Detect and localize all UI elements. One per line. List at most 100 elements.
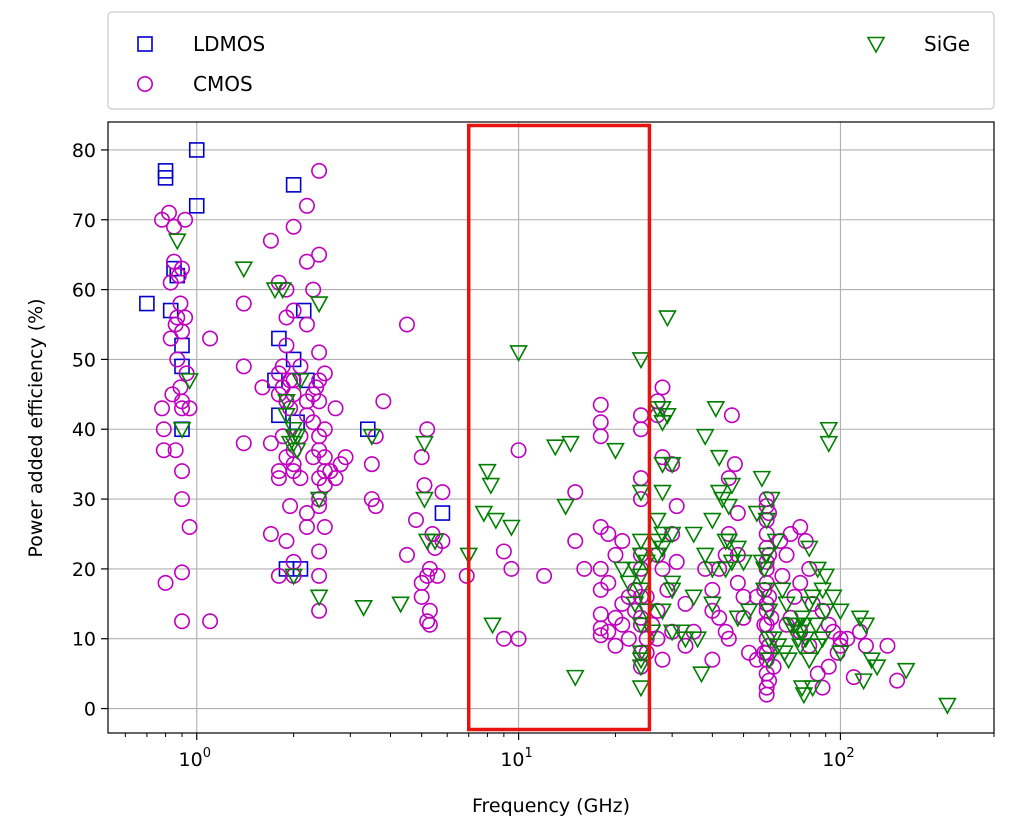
cmos-point <box>172 295 189 312</box>
cmos-point <box>416 477 433 494</box>
ldmos-point <box>139 295 155 312</box>
cmos-point <box>879 637 896 654</box>
cmos-point <box>174 491 191 508</box>
sige-point <box>545 439 565 457</box>
cmos-point <box>592 414 609 431</box>
grid <box>108 122 994 733</box>
cmos-point <box>600 623 617 640</box>
cmos-point <box>174 564 191 581</box>
cmos-point <box>166 218 183 235</box>
sige-point <box>653 603 672 621</box>
sige-point <box>509 345 528 363</box>
cmos-point <box>274 358 291 375</box>
sige-point <box>739 603 759 621</box>
cmos-point <box>262 525 279 542</box>
sige-point <box>716 561 736 579</box>
sige-point <box>938 697 957 715</box>
sige-point <box>684 526 704 544</box>
cmos-point <box>167 442 184 459</box>
legend-entries: LDMOS CMOS SiGe <box>137 32 970 96</box>
y-axis-title: Power added efficiency (%) <box>25 298 47 557</box>
sige-point <box>612 561 632 579</box>
cmos-point <box>327 400 344 417</box>
cmos-point <box>620 630 637 647</box>
cmos-point <box>567 532 584 549</box>
sige-point <box>653 540 672 558</box>
sige-point <box>631 352 651 370</box>
sige-point <box>813 631 832 649</box>
sige-point <box>658 407 677 425</box>
cmos-point <box>398 316 415 333</box>
legend-entry-ldmos: LDMOS <box>137 32 265 56</box>
cmos-point <box>154 400 171 417</box>
sige-point <box>761 491 781 509</box>
cmos-point <box>607 546 624 563</box>
sige-point <box>309 296 329 314</box>
cmos-point <box>262 232 279 249</box>
sige-point <box>794 617 814 635</box>
sige-point <box>722 554 742 572</box>
cmos-point <box>421 616 438 633</box>
sige-point <box>803 589 823 607</box>
x-tick-label: 102 <box>822 746 854 771</box>
legend-label-ldmos: LDMOS <box>193 32 265 56</box>
sige-point <box>719 498 739 516</box>
y-tick-label: 10 <box>72 629 96 651</box>
sige-point <box>287 428 307 446</box>
cmos-point <box>592 606 609 623</box>
sige-point <box>806 617 826 635</box>
cmos-point <box>600 574 617 591</box>
sige-point <box>362 428 382 446</box>
cmos-point <box>845 669 862 686</box>
cmos-point <box>235 295 252 312</box>
sige-point <box>631 484 651 502</box>
sige-point <box>658 310 677 328</box>
sige-point <box>728 610 748 628</box>
cmos-point <box>632 470 649 487</box>
ldmos-point <box>285 177 302 193</box>
series-ldmos <box>139 142 451 577</box>
legend-marker-sige <box>866 36 886 54</box>
cmos-point <box>161 204 178 221</box>
ldmos-point <box>157 170 174 186</box>
sige-point <box>896 662 916 680</box>
sige-point <box>565 669 585 687</box>
sige-point <box>561 435 580 453</box>
cmos-point <box>421 602 438 619</box>
cmos-point <box>181 400 198 417</box>
sige-point <box>799 540 819 558</box>
y-tick-label: 60 <box>72 280 96 302</box>
sige-point <box>816 568 836 586</box>
ldmos-point <box>188 142 205 158</box>
sige-point <box>759 652 779 670</box>
cmos-point <box>592 560 609 577</box>
cmos-point <box>174 463 191 480</box>
cmos-point <box>327 470 344 487</box>
cmos-point <box>155 421 172 438</box>
sige-point <box>277 394 296 411</box>
sige-point <box>354 600 373 617</box>
series-cmos <box>154 162 906 703</box>
sige-point <box>823 589 843 607</box>
sige-point <box>653 526 672 544</box>
cmos-point <box>235 358 252 375</box>
cmos-point <box>298 197 315 214</box>
sige-point <box>709 449 729 467</box>
cmos-point <box>632 407 649 424</box>
sige-point <box>867 659 887 677</box>
sige-point <box>556 498 575 516</box>
highlight-region <box>466 123 652 732</box>
cmos-point <box>419 613 436 630</box>
cmos-point <box>285 218 302 235</box>
sige-point <box>662 526 682 544</box>
y-tick-label: 20 <box>72 559 96 581</box>
sige-point <box>799 652 819 670</box>
legend-box <box>107 11 995 110</box>
cmos-point <box>407 512 424 529</box>
sige-point <box>309 589 329 607</box>
cmos-point <box>162 330 179 347</box>
sige-point <box>502 519 521 537</box>
cmos-point <box>174 613 191 630</box>
sige-point <box>167 233 187 251</box>
sige-point <box>754 561 774 579</box>
